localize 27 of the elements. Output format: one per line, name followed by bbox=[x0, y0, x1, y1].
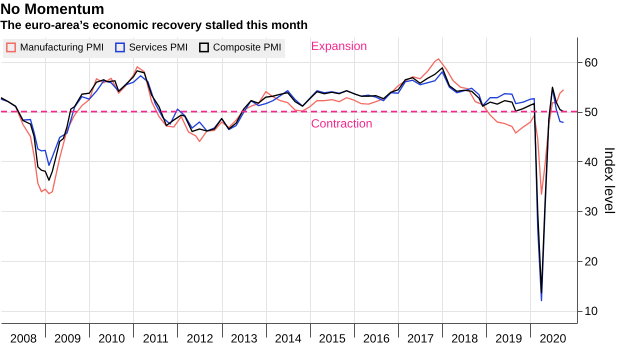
x-tick-label: 2013 bbox=[230, 332, 258, 346]
y-tick-label: 20 bbox=[584, 254, 598, 268]
chart-subtitle: The euro-area’s economic recovery stalled this month bbox=[0, 18, 308, 32]
x-tick-label: 2016 bbox=[363, 332, 390, 346]
x-tick-label: 2014 bbox=[274, 332, 302, 346]
x-tick-label: 2019 bbox=[495, 332, 522, 346]
y-tick-label: 50 bbox=[584, 105, 598, 120]
x-tick-label: 2017 bbox=[407, 332, 434, 346]
y-axis-title: Index level bbox=[602, 147, 618, 214]
x-tick-label: 2009 bbox=[54, 332, 82, 346]
legend-label: Services PMI bbox=[129, 42, 188, 54]
x-tick-label: 2010 bbox=[98, 332, 126, 346]
x-tick-label: 2018 bbox=[451, 332, 478, 346]
y-tick-label: 60 bbox=[584, 55, 598, 70]
x-tick-label: 2020 bbox=[540, 332, 567, 346]
legend-label: Composite PMI bbox=[213, 42, 282, 54]
x-tick-label: 2008 bbox=[10, 332, 38, 346]
annotation: Expansion bbox=[311, 39, 368, 53]
x-tick-label: 2011 bbox=[142, 332, 169, 346]
chart-title: No Momentum bbox=[0, 1, 104, 18]
annotation: Contraction bbox=[311, 116, 372, 131]
y-tick-label: 10 bbox=[584, 304, 598, 318]
x-tick-label: 2012 bbox=[186, 332, 214, 346]
y-tick-label: 40 bbox=[584, 154, 598, 169]
legend-label: Manufacturing PMI bbox=[20, 42, 104, 54]
y-tick-label: 30 bbox=[584, 204, 598, 219]
x-tick-label: 2015 bbox=[318, 332, 346, 346]
